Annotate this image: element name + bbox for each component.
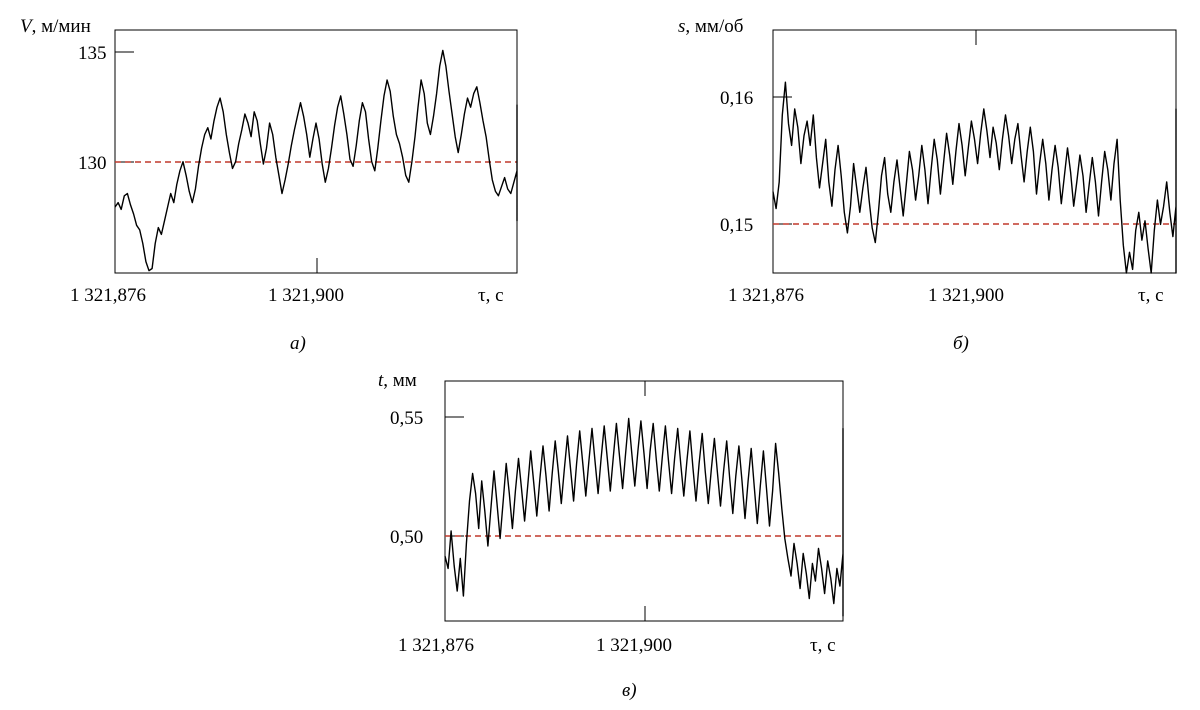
series-line	[772, 81, 1177, 274]
ylabel: s, мм/об	[678, 16, 743, 37]
y-tick-label: 0,55	[390, 408, 423, 429]
y-ticks: 0,55 0,50	[390, 408, 464, 548]
ylabel: t, мм	[378, 370, 417, 391]
ylabel: V, м/мин	[20, 16, 91, 37]
x-tick-label: 1 321,900	[928, 285, 1004, 306]
x-tick-label: 1 321,876	[70, 285, 146, 306]
plot-frame	[114, 29, 518, 274]
x-ticks: 1 321,876 1 321,900 τ, с	[728, 30, 1164, 306]
y-tick-label: 0,16	[720, 88, 753, 109]
panel-label: б)	[953, 333, 969, 354]
x-tick-label: 1 321,900	[596, 635, 672, 656]
x-ticks: 1 321,876 1 321,900 τ, с	[398, 381, 836, 656]
x-tick-label: 1 321,900	[268, 285, 344, 306]
series-line	[444, 417, 844, 617]
panel-label: в)	[622, 680, 637, 701]
y-tick-label: 0,15	[720, 215, 753, 236]
x-axis-label: τ, с	[478, 285, 504, 306]
series-line	[114, 49, 518, 272]
panel-label: а)	[290, 333, 306, 354]
x-tick-label: 1 321,876	[728, 285, 804, 306]
y-tick-label: 0,50	[390, 527, 423, 548]
x-axis-label: τ, с	[810, 635, 836, 656]
y-tick-label: 130	[78, 153, 107, 174]
plot-frame	[444, 380, 844, 622]
y-ticks: 0,16 0,15	[720, 88, 792, 236]
x-ticks: 1 321,876 1 321,900 τ, с	[70, 258, 504, 306]
y-tick-label: 135	[78, 43, 107, 64]
chart-velocity: V, м/мин 135 130 1 321,876 1 321,900 τ, …	[20, 16, 518, 354]
x-tick-label: 1 321,876	[398, 635, 474, 656]
chart-feed: s, мм/об 0,16 0,15 1 321,876 1 321,900 τ…	[678, 16, 1177, 354]
x-axis-label: τ, с	[1138, 285, 1164, 306]
chart-depth: t, мм 0,55 0,50 1 321,876 1 321,900 τ, с…	[378, 370, 844, 701]
y-ticks: 135 130	[78, 43, 134, 174]
